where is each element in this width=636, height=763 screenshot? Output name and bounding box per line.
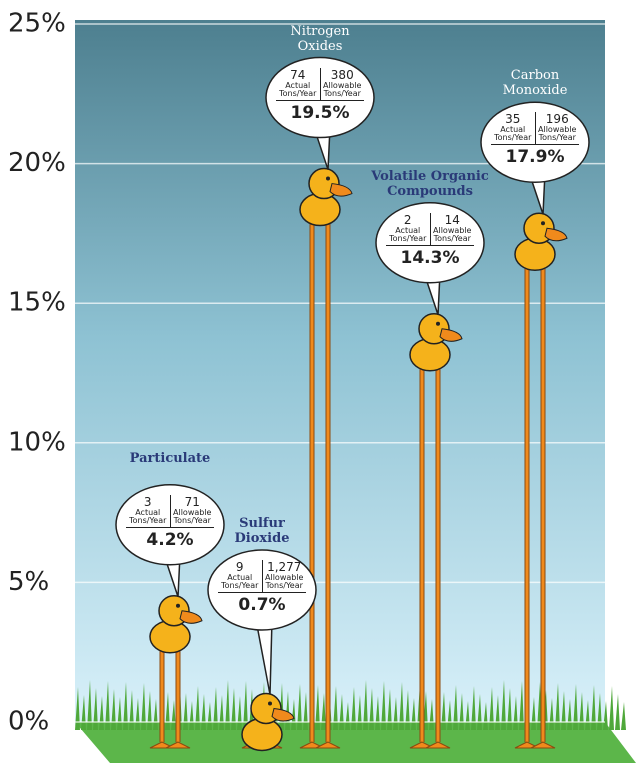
category-label: Particulate [120, 451, 220, 466]
actual-label: Actual Tons/Year [128, 509, 168, 525]
y-tick-label: 5% [8, 567, 49, 597]
actual-label: Actual Tons/Year [220, 574, 260, 590]
percent-label: 14.3% [382, 248, 478, 268]
bubble-tail-cover [257, 616, 271, 622]
duck-eye [326, 177, 330, 181]
percent-label: 4.2% [122, 530, 218, 550]
bubble-tail-cover [530, 168, 544, 174]
actual-label: Actual Tons/Year [388, 227, 428, 243]
allowable-label: Allowable Tons/Year [538, 126, 578, 142]
duck-eye [268, 701, 272, 705]
actual-value: 74 [278, 68, 318, 82]
allowable-value: 1,277 [265, 560, 305, 574]
duck-eye [436, 322, 440, 326]
y-tick-label: 25% [8, 9, 66, 39]
percent-label: 17.9% [487, 147, 583, 167]
y-tick-label: 10% [8, 427, 66, 457]
chart: 0%5%10%15%20%25% 3Actual Tons/Year71Allo… [0, 0, 636, 763]
actual-label: Actual Tons/Year [278, 82, 318, 98]
allowable-label: Allowable Tons/Year [265, 574, 305, 590]
category-label: Nitrogen Oxides [275, 24, 365, 54]
percent-label: 19.5% [272, 103, 368, 123]
allowable-value: 196 [538, 112, 578, 126]
actual-value: 9 [220, 560, 260, 574]
allowable-label: Allowable Tons/Year [323, 82, 363, 98]
allowable-label: Allowable Tons/Year [173, 509, 213, 525]
actual-label: Actual Tons/Year [493, 126, 533, 142]
y-tick-label: 15% [8, 288, 66, 318]
category-label: Sulfur Dioxide [227, 516, 297, 546]
allowable-value: 14 [433, 213, 473, 227]
bubble-tail-cover [165, 551, 179, 557]
actual-value: 3 [128, 495, 168, 509]
actual-value: 2 [388, 213, 428, 227]
duck-eye [176, 604, 180, 608]
allowable-value: 71 [173, 495, 213, 509]
category-label: Carbon Monoxide [490, 68, 580, 98]
allowable-label: Allowable Tons/Year [433, 227, 473, 243]
actual-value: 35 [493, 112, 533, 126]
allowable-value: 380 [323, 68, 363, 82]
percent-label: 0.7% [214, 595, 310, 615]
y-tick-label: 20% [8, 148, 66, 178]
bubble-tail-cover [315, 124, 329, 130]
duck-eye [541, 221, 545, 225]
category-label: Volatile Organic Compounds [355, 169, 505, 199]
y-tick-label: 0% [8, 707, 49, 737]
bubble-tail-cover [425, 269, 439, 275]
